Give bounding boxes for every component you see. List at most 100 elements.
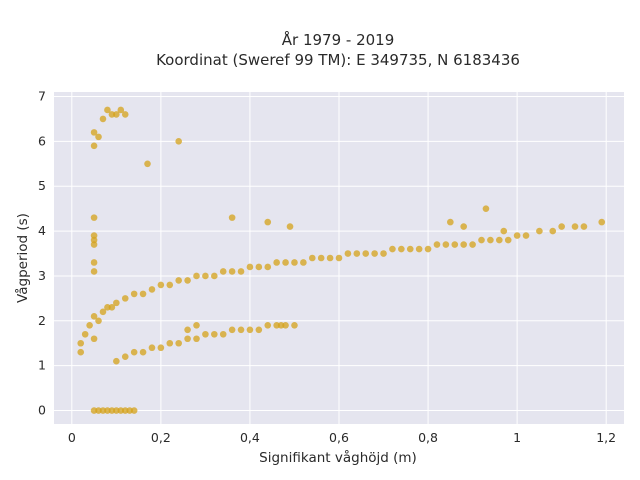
data-point bbox=[175, 277, 182, 284]
data-point bbox=[193, 335, 200, 343]
x-axis-title: Signifikant våghöjd (m) bbox=[259, 449, 417, 466]
data-point bbox=[513, 232, 521, 239]
ticks-layer: 0 0,2 0,4 0,6 0,8 1 1,2 0 1 2 3 4 5 6 7 bbox=[38, 88, 616, 445]
data-point bbox=[90, 142, 98, 150]
data-point bbox=[104, 106, 111, 114]
data-point bbox=[504, 236, 512, 244]
data-point bbox=[433, 241, 441, 248]
data-point bbox=[371, 250, 378, 257]
data-point bbox=[317, 254, 325, 262]
data-point bbox=[415, 245, 423, 253]
data-point bbox=[157, 281, 165, 289]
data-point bbox=[86, 321, 93, 329]
data-point bbox=[108, 304, 116, 311]
data-point bbox=[121, 295, 129, 302]
y-tick-label: 0 bbox=[38, 403, 46, 418]
data-point bbox=[282, 259, 289, 266]
data-point bbox=[380, 250, 387, 257]
data-point bbox=[580, 223, 588, 230]
data-point bbox=[482, 205, 490, 212]
x-tick-label: 0,2 bbox=[151, 430, 171, 445]
data-point bbox=[478, 236, 485, 244]
y-tick-label: 6 bbox=[38, 133, 46, 148]
data-point bbox=[175, 339, 182, 347]
data-point bbox=[273, 259, 280, 266]
data-point bbox=[113, 357, 120, 365]
data-point bbox=[130, 348, 138, 356]
data-point bbox=[228, 214, 236, 221]
y-tick-label: 5 bbox=[38, 178, 46, 193]
data-point bbox=[184, 277, 191, 284]
data-point bbox=[237, 268, 245, 275]
data-point bbox=[460, 223, 467, 230]
data-point bbox=[90, 335, 98, 343]
data-point bbox=[184, 335, 191, 343]
data-point bbox=[121, 111, 129, 118]
data-point bbox=[389, 245, 396, 253]
data-point bbox=[571, 223, 579, 230]
data-point bbox=[469, 241, 476, 248]
x-tick-label: 1,2 bbox=[596, 430, 616, 445]
chart-title-line1: År 1979 - 2019 bbox=[282, 30, 395, 49]
data-point bbox=[398, 245, 405, 253]
data-point bbox=[77, 339, 85, 347]
data-point bbox=[157, 344, 165, 352]
x-tick-label: 0,4 bbox=[240, 430, 260, 445]
points-layer bbox=[77, 106, 606, 414]
data-point bbox=[353, 250, 361, 257]
data-point bbox=[90, 268, 98, 275]
data-point bbox=[117, 106, 125, 114]
data-point bbox=[300, 259, 307, 266]
data-point bbox=[549, 227, 557, 235]
data-point bbox=[237, 326, 245, 334]
data-point bbox=[99, 308, 107, 316]
data-point bbox=[211, 272, 218, 280]
data-point bbox=[558, 223, 565, 230]
x-tick-label: 0,8 bbox=[418, 430, 438, 445]
data-point bbox=[166, 281, 174, 289]
data-point bbox=[442, 241, 450, 248]
data-point bbox=[130, 407, 138, 414]
data-point bbox=[90, 241, 98, 248]
data-point bbox=[335, 254, 343, 262]
data-point bbox=[90, 214, 98, 221]
data-point bbox=[447, 218, 454, 226]
data-point bbox=[424, 245, 432, 253]
data-point bbox=[451, 241, 459, 248]
data-point bbox=[77, 348, 85, 356]
data-point bbox=[246, 326, 254, 334]
x-tick-label: 0,6 bbox=[329, 430, 349, 445]
data-point bbox=[148, 344, 156, 352]
data-point bbox=[598, 218, 606, 226]
data-point bbox=[277, 321, 285, 329]
data-point bbox=[228, 268, 236, 275]
data-point bbox=[536, 227, 543, 235]
data-point bbox=[460, 241, 467, 248]
data-point bbox=[308, 254, 316, 262]
data-point bbox=[255, 326, 263, 334]
data-point bbox=[144, 160, 151, 168]
data-point bbox=[184, 326, 191, 334]
data-point bbox=[522, 232, 530, 239]
data-point bbox=[228, 326, 236, 334]
y-axis-title: Vågperiod (s) bbox=[14, 213, 31, 303]
y-tick-label: 3 bbox=[38, 268, 46, 283]
data-point bbox=[90, 313, 98, 320]
data-point bbox=[193, 272, 200, 280]
y-tick-label: 4 bbox=[38, 223, 46, 238]
data-point bbox=[175, 138, 182, 145]
data-point bbox=[202, 272, 209, 280]
data-point bbox=[219, 330, 227, 338]
data-point bbox=[211, 330, 218, 338]
data-point bbox=[95, 133, 102, 141]
data-point bbox=[81, 330, 89, 338]
data-point bbox=[291, 259, 298, 266]
y-tick-label: 2 bbox=[38, 313, 46, 328]
data-point bbox=[487, 236, 494, 244]
data-point bbox=[139, 290, 147, 298]
data-point bbox=[99, 115, 107, 123]
data-point bbox=[139, 348, 147, 356]
data-point bbox=[362, 250, 370, 257]
